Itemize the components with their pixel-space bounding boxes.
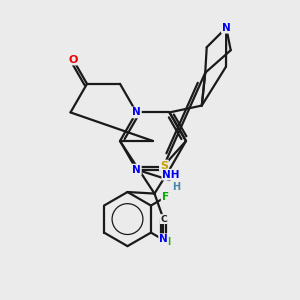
Text: N: N: [132, 165, 141, 175]
Text: O: O: [68, 55, 78, 64]
Text: NH: NH: [162, 170, 180, 180]
Text: Cl: Cl: [161, 237, 172, 247]
Text: S: S: [160, 160, 168, 170]
Text: N: N: [132, 107, 141, 117]
Text: H: H: [172, 182, 180, 192]
Text: N: N: [159, 234, 168, 244]
Text: N: N: [222, 23, 231, 33]
Text: C: C: [160, 214, 167, 224]
Text: F: F: [162, 192, 169, 202]
